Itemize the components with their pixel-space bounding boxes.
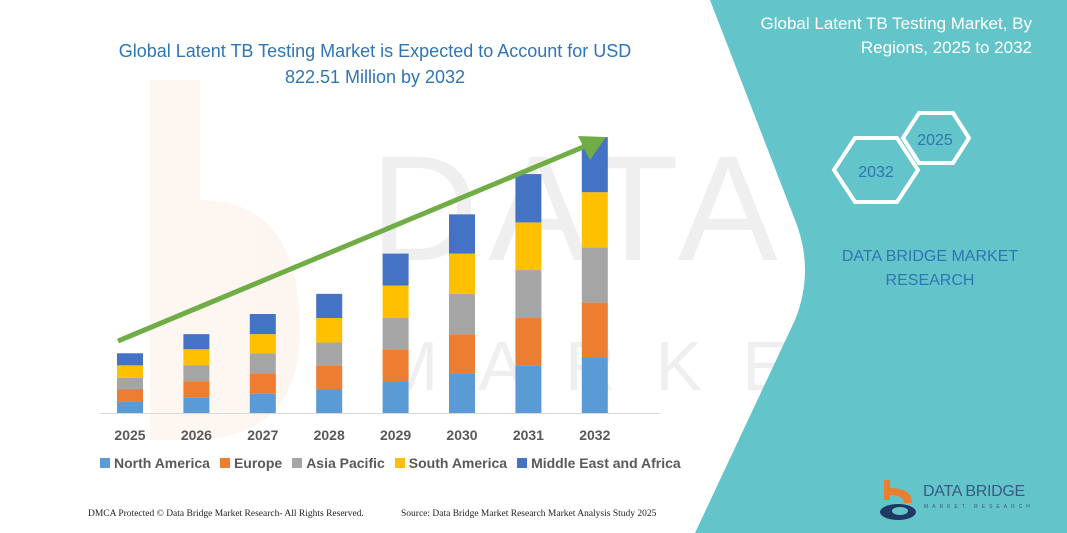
x-tick-label: 2026 [181,427,212,443]
x-tick-label: 2025 [114,427,145,443]
stacked-bar-chart: 2025 2026 2027 2028 2029 2030 2031 2032 [100,136,660,443]
legend-label: Middle East and Africa [531,455,681,471]
bar-segment-2031-asia-pacific [515,270,542,319]
bar-segment-2027-europe [249,373,276,394]
panel-title: Global Latent TB Testing Market, By Regi… [760,14,1032,57]
legend-swatch [517,458,528,468]
bar-segment-2030-europe [449,334,475,374]
legend-item-middle-east-africa: Middle East and Africa [517,455,681,471]
bar-segment-2027-north-america [249,393,276,413]
bar-segment-2026-europe [183,381,210,398]
bar-segment-2027-middle-east-and-africa [249,314,276,335]
x-tick-label: 2027 [247,427,278,443]
side-panel [695,0,1067,533]
hex-end-year-label: 2032 [858,164,894,181]
bar-segment-2029-europe [382,349,409,382]
bar-segment-2029-south-america [382,285,409,319]
bar-segment-2032-europe [581,302,608,358]
legend-label: North America [114,455,210,471]
bar-segment-2025-north-america [117,401,143,413]
brand-name: DATA BRIDGE MARKET RESEARCH [841,248,1019,289]
x-tick-label: 2031 [513,427,544,443]
logo-text: DATA BRIDGE [923,483,1025,500]
bar-segment-2031-europe [515,318,542,366]
legend-swatch [292,458,303,468]
bar-segment-2028-south-america [316,318,343,343]
hexagon-start-year [900,111,972,165]
trend-arrow-head-icon [578,136,606,160]
bar-segment-2030-asia-pacific [449,293,475,335]
bar-segment-2027-asia-pacific [249,353,276,374]
trend-arrow-line [117,142,589,344]
logo-icon [880,480,916,520]
legend-label: Europe [233,455,283,471]
bar-segment-2026-middle-east-and-africa [183,334,210,350]
bar-segment-2028-north-america [316,389,343,413]
bar-segment-2025-south-america [117,365,143,378]
legend-label: Asia Pacific [306,455,385,471]
bar-segment-2026-asia-pacific [183,365,210,382]
legend-item-asia-pacific: Asia Pacific [292,455,385,471]
legend-item-south-america: South America [394,455,508,471]
bar-segment-2030-north-america [449,373,475,413]
bar-segment-2032-asia-pacific [581,247,608,303]
bar-segment-2028-middle-east-and-africa [316,293,343,319]
bar-segment-2027-south-america [249,334,276,354]
x-tick-label: 2032 [579,427,610,443]
bar-segment-2028-europe [316,365,343,390]
legend: North America Europe Asia Pacific South … [100,455,681,471]
x-tick-label: 2029 [380,427,411,443]
bar-segment-2031-north-america [515,365,542,413]
bar-segment-2031-south-america [515,222,542,271]
logo-subtext: MARKET RESEARCH [924,504,1034,510]
legend-swatch [219,458,230,468]
hex-start-year-label: 2025 [917,132,953,149]
legend-item-north-america: North America [100,455,210,471]
bar-segment-2030-south-america [449,253,475,294]
bar-segment-2026-south-america [183,349,210,366]
x-tick-label: 2030 [446,427,477,443]
x-tick-label: 2028 [314,427,345,443]
chart-title: Global Latent TB Testing Market is Expec… [118,41,632,87]
footer-source: Source: Data Bridge Market Research Mark… [401,509,657,519]
hexagon-end-year [831,136,921,204]
footer-copyright: DMCA Protected © Data Bridge Market Rese… [88,509,364,519]
bar-segment-2025-middle-east-and-africa [117,353,143,366]
bar-segment-2029-middle-east-and-africa [382,253,409,286]
bar-segment-2031-middle-east-and-africa [515,174,542,223]
bar-segment-2030-middle-east-and-africa [449,214,475,254]
bar-segment-2032-north-america [581,357,608,413]
bar-segment-2026-north-america [183,397,210,413]
legend-item-europe: Europe [219,455,283,471]
bar-segment-2025-asia-pacific [117,377,143,390]
bar-segment-2029-asia-pacific [382,318,409,350]
bar-segment-2025-europe [117,389,143,402]
legend-swatch [394,458,405,468]
legend-swatch [100,458,110,468]
bar-segment-2032-south-america [581,192,608,248]
legend-label: South America [408,455,508,471]
bar-segment-2029-north-america [382,381,409,413]
bar-segment-2028-asia-pacific [316,342,343,366]
